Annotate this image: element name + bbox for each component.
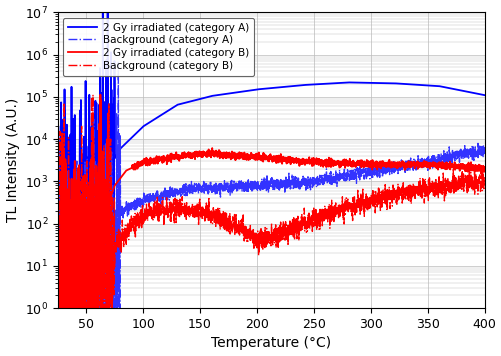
Background (category B) [129, 226, 135, 231]
2 Gy irradiated (category A) [55, 121, 61, 125]
2 Gy irradiated (category B) [480, 169, 486, 174]
Background (category B) [90, 93, 96, 97]
Line: Background (category B): Background (category B) [58, 95, 483, 308]
Background (category A) [237, 183, 243, 188]
X-axis label: Temperature (°C): Temperature (°C) [211, 336, 331, 350]
Background (category B) [426, 186, 432, 190]
Line: 2 Gy irradiated (category B): 2 Gy irradiated (category B) [58, 95, 483, 308]
2 Gy irradiated (category B) [236, 153, 242, 158]
Line: 2 Gy irradiated (category A): 2 Gy irradiated (category A) [58, 0, 483, 308]
2 Gy irradiated (category B) [426, 161, 432, 166]
Y-axis label: TL Intensity (A.U.): TL Intensity (A.U.) [6, 98, 20, 222]
Background (category A) [472, 150, 478, 155]
2 Gy irradiated (category B) [103, 217, 109, 221]
Legend: 2 Gy irradiated (category A), Background (category A), 2 Gy irradiated (category: 2 Gy irradiated (category A), Background… [63, 17, 254, 76]
Background (category A) [55, 278, 61, 282]
Background (category A) [115, 60, 121, 64]
Background (category B) [56, 306, 62, 310]
Background (category B) [218, 222, 224, 226]
2 Gy irradiated (category A) [472, 91, 478, 96]
2 Gy irradiated (category B) [55, 306, 61, 310]
Background (category A) [103, 201, 109, 205]
Background (category B) [55, 143, 61, 148]
2 Gy irradiated (category B) [472, 164, 478, 168]
2 Gy irradiated (category B) [97, 93, 103, 97]
Background (category A) [426, 158, 432, 163]
2 Gy irradiated (category B) [129, 165, 135, 169]
2 Gy irradiated (category A) [426, 83, 432, 88]
2 Gy irradiated (category A) [237, 90, 243, 94]
Background (category B) [480, 177, 486, 181]
Background (category A) [55, 306, 61, 310]
Background (category B) [237, 230, 243, 234]
Background (category B) [104, 278, 110, 282]
2 Gy irradiated (category A) [56, 306, 62, 310]
Background (category B) [472, 179, 478, 184]
Background (category A) [480, 145, 486, 149]
2 Gy irradiated (category A) [218, 92, 224, 96]
2 Gy irradiated (category A) [104, 241, 110, 246]
2 Gy irradiated (category B) [218, 154, 224, 158]
2 Gy irradiated (category A) [129, 135, 135, 139]
Line: Background (category A): Background (category A) [58, 62, 483, 308]
2 Gy irradiated (category A) [480, 93, 486, 97]
Background (category A) [218, 184, 224, 188]
Background (category A) [129, 204, 135, 209]
